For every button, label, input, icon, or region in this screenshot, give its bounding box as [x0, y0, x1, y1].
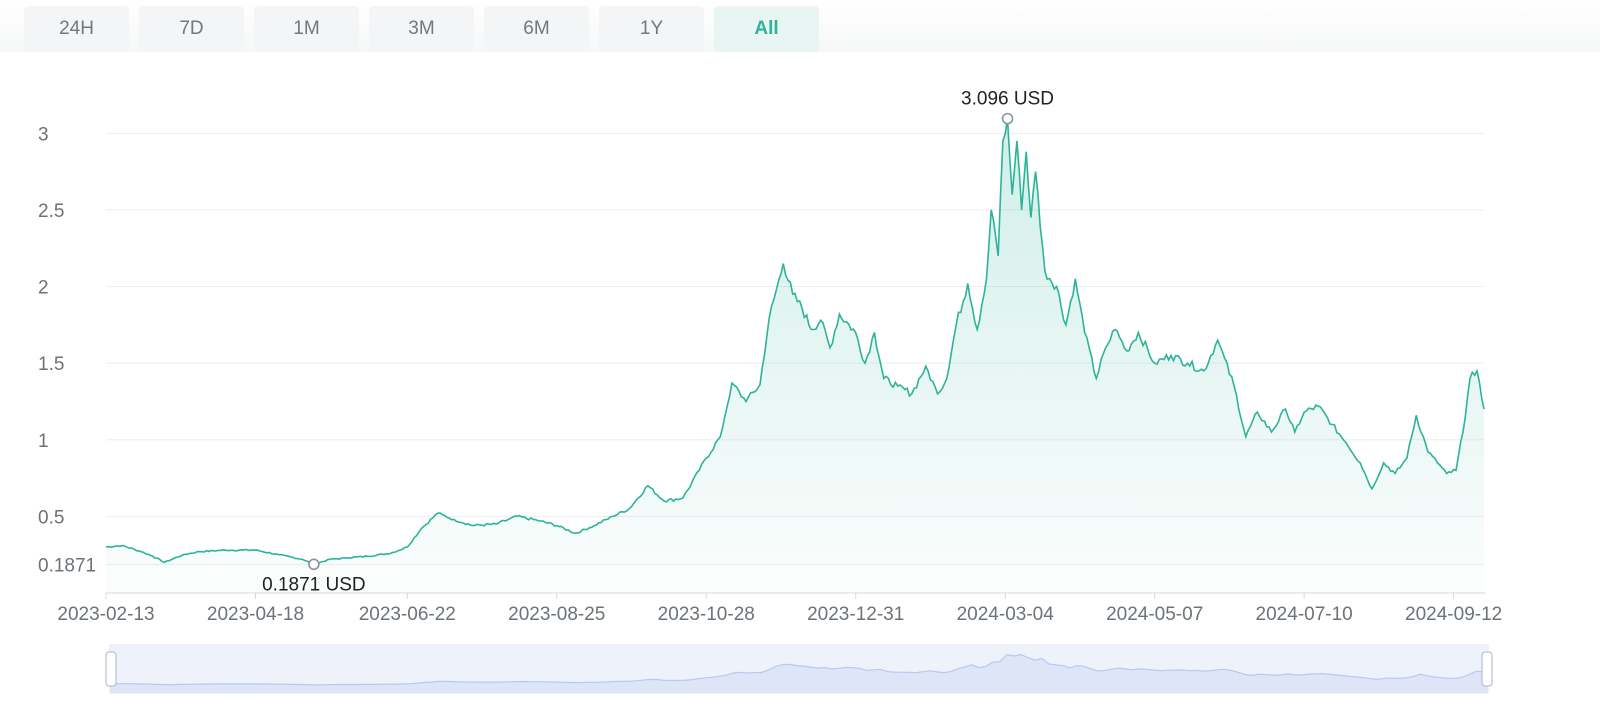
- x-tick-label: 2023-10-28: [658, 604, 755, 625]
- min-value-label: 0.1871 USD: [262, 574, 366, 595]
- range-tabs: 24H 7D 1M 3M 6M 1Y All: [24, 6, 819, 52]
- y-tick-label: 1.5: [38, 354, 64, 375]
- max-value-label: 3.096 USD: [961, 89, 1054, 110]
- tab-24h[interactable]: 24H: [24, 6, 129, 52]
- range-navigator[interactable]: [105, 644, 1493, 694]
- price-line: [105, 118, 1485, 566]
- x-tick-label: 2023-06-22: [359, 604, 456, 625]
- price-area: [106, 118, 1484, 593]
- tab-all[interactable]: All: [714, 6, 819, 52]
- tab-7d[interactable]: 7D: [139, 6, 244, 52]
- tab-6m[interactable]: 6M: [484, 6, 589, 52]
- min-point-marker: [308, 558, 320, 571]
- x-tick-label: 2023-02-13: [57, 604, 154, 625]
- y-tick-label: 0.5: [38, 507, 64, 528]
- tab-1y[interactable]: 1Y: [599, 6, 704, 52]
- y-tick-label: 2: [38, 278, 49, 299]
- navigator-right-handle[interactable]: [1481, 651, 1493, 687]
- x-tick-label: 2023-04-18: [207, 604, 304, 625]
- navigator-area: [110, 654, 1488, 693]
- x-tick-label: 2024-05-07: [1106, 604, 1203, 625]
- x-tick-label: 2023-08-25: [508, 604, 605, 625]
- annotations: 3.096 USD 0.1871 USD: [262, 89, 1054, 596]
- x-tick-label: 2023-12-31: [807, 604, 904, 625]
- range-tab-bar: 24H 7D 1M 3M 6M 1Y All: [0, 0, 1600, 52]
- y-tick-label: 1: [38, 431, 49, 452]
- y-tick-label: 2.5: [38, 201, 64, 222]
- x-axis: 2023-02-13 2023-04-18 2023-06-22 2023-08-25…: [57, 593, 1502, 625]
- y-axis: 0.1871 0.5 1 1.5 2 2.5 3: [38, 124, 96, 576]
- x-tick-label: 2024-03-04: [957, 604, 1055, 625]
- navigator-left-handle[interactable]: [105, 651, 117, 687]
- tab-3m[interactable]: 3M: [369, 6, 474, 52]
- y-tick-label: 0.1871: [38, 555, 96, 576]
- navigator-line: [110, 653, 1489, 686]
- tab-1m[interactable]: 1M: [254, 6, 359, 52]
- x-tick-label: 2024-09-12: [1405, 604, 1502, 625]
- max-point-marker: [1001, 112, 1014, 125]
- x-tick-label: 2024-07-10: [1256, 604, 1353, 625]
- y-tick-label: 3: [38, 124, 49, 145]
